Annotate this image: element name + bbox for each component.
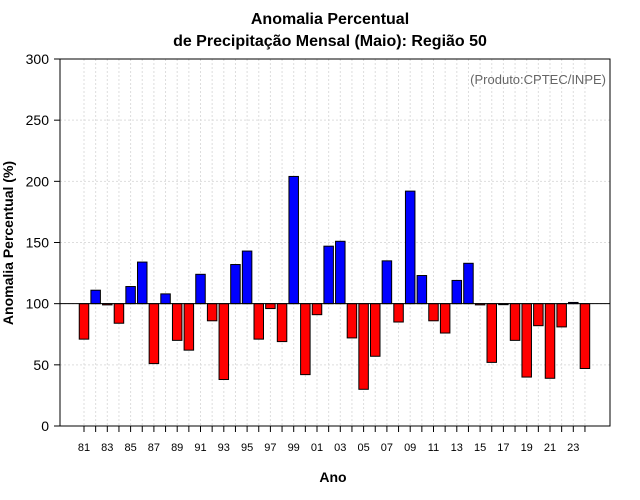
bar-86: [137, 261, 148, 305]
bar-11: [428, 303, 439, 322]
bar-20: [533, 303, 544, 327]
bar-13: [451, 279, 463, 305]
bar-09: [404, 190, 416, 305]
bars: [78, 175, 591, 390]
bar-01: [311, 303, 323, 316]
x-tick-label: 93: [218, 442, 230, 454]
x-tick-label: 87: [148, 442, 160, 454]
bar-93: [218, 303, 230, 381]
x-tick-label: 21: [544, 442, 556, 454]
bar-88: [160, 293, 171, 305]
bar-92: [206, 303, 218, 322]
x-tick-label: 11: [428, 442, 439, 454]
bar-96: [253, 303, 264, 340]
credit-label: (Produto:CPTEC/INPE): [470, 72, 606, 87]
x-axis-label: Ano: [319, 469, 346, 485]
bar-98: [276, 303, 288, 343]
bar-18: [509, 303, 521, 341]
x-tick-label: 99: [288, 442, 300, 454]
chart-title-line2: de Precipitação Mensal (Maio): Região 50: [173, 33, 487, 50]
bar-07: [381, 260, 393, 305]
bar-99: [288, 175, 299, 305]
bar-19: [521, 303, 532, 378]
x-tick-label: 85: [124, 442, 136, 454]
bar-06: [370, 303, 381, 357]
x-tick-label: 89: [171, 442, 183, 454]
bar-00: [300, 303, 311, 376]
bar-82: [90, 289, 101, 305]
grid: [60, 59, 610, 426]
bar-87: [148, 303, 160, 365]
y-axis-label: Anomalia Percentual (%): [0, 161, 16, 325]
x-tick-label: 81: [78, 442, 90, 454]
x-tick-label: 95: [241, 442, 253, 454]
bar-14: [463, 262, 474, 305]
bar-05: [358, 303, 369, 390]
x-tick-label: 23: [567, 442, 579, 454]
bar-84: [113, 303, 125, 324]
x-tick-label: 05: [357, 442, 369, 454]
y-tick-label: 0: [41, 418, 49, 434]
bar-85: [125, 286, 136, 305]
bar-95: [241, 250, 253, 305]
bar-10: [416, 275, 428, 305]
bar-94: [230, 264, 241, 305]
bar-16: [486, 303, 497, 363]
bar-12: [439, 303, 451, 334]
bar-81: [78, 303, 90, 340]
y-tick-label: 250: [26, 112, 50, 128]
bar-97: [265, 303, 276, 310]
bar-02: [323, 245, 334, 305]
y-tick-label: 150: [26, 235, 50, 251]
x-tick-label: 83: [101, 442, 113, 454]
y-axis: 0 50 100 150 200 250 300: [26, 51, 60, 434]
x-axis: 81 83 85 87 89 91 93 95 97 99 01 03 05 07 09 11 13 15 17 19…: [78, 426, 586, 454]
bar-91: [195, 273, 206, 305]
bar-90: [183, 303, 195, 351]
x-tick-label: 17: [497, 442, 509, 454]
bar-03: [335, 240, 346, 305]
bar-22: [556, 303, 567, 328]
chart-title-line1: Anomalia Percentual: [251, 11, 409, 28]
x-tick-label: 01: [311, 442, 323, 454]
x-tick-label: 97: [264, 442, 276, 454]
bar-24: [579, 303, 591, 370]
y-tick-label: 200: [26, 173, 50, 189]
x-tick-label: 13: [451, 442, 463, 454]
bar-21: [544, 303, 556, 379]
y-tick-label: 300: [26, 51, 50, 67]
bar-89: [171, 303, 183, 341]
x-tick-label: 07: [381, 442, 393, 454]
bar-08: [393, 303, 404, 323]
x-tick-label: 15: [474, 442, 486, 454]
x-tick-label: 09: [404, 442, 416, 454]
x-tick-label: 19: [521, 442, 533, 454]
x-tick-label: 03: [334, 442, 346, 454]
y-tick-label: 50: [33, 357, 49, 373]
bar-04: [346, 303, 358, 339]
y-tick-label: 100: [26, 296, 50, 312]
x-tick-label: 91: [194, 442, 206, 454]
